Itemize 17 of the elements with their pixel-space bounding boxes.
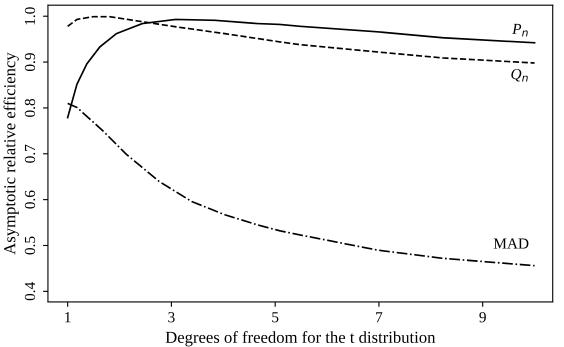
y-axis-title: Asymptotic relative efficiency [3, 52, 19, 255]
y-tick-label: 0.7 [24, 144, 36, 163]
x-tick-label: 5 [272, 312, 278, 322]
y-tick-label: 0.9 [24, 53, 36, 72]
series-label: MAD [494, 238, 528, 249]
x-tick-label: 1 [65, 312, 71, 322]
y-tick-label: 0.8 [24, 98, 36, 117]
y-tick-label: 0.6 [24, 190, 36, 209]
y-tick-label: 1.0 [24, 7, 36, 24]
series-label: P$_{n}$ [512, 24, 528, 36]
y-tick-label: 0.5 [24, 236, 36, 254]
x-tick-label: 9 [479, 312, 486, 322]
series-label: Q$_{n}$ [511, 68, 528, 82]
y-tick-label: 0.4 [24, 282, 36, 300]
x-tick-label: 7 [376, 312, 382, 322]
x-tick-label: 3 [168, 312, 175, 322]
x-axis-title: Degrees of freedom for the t distribution [166, 331, 436, 346]
